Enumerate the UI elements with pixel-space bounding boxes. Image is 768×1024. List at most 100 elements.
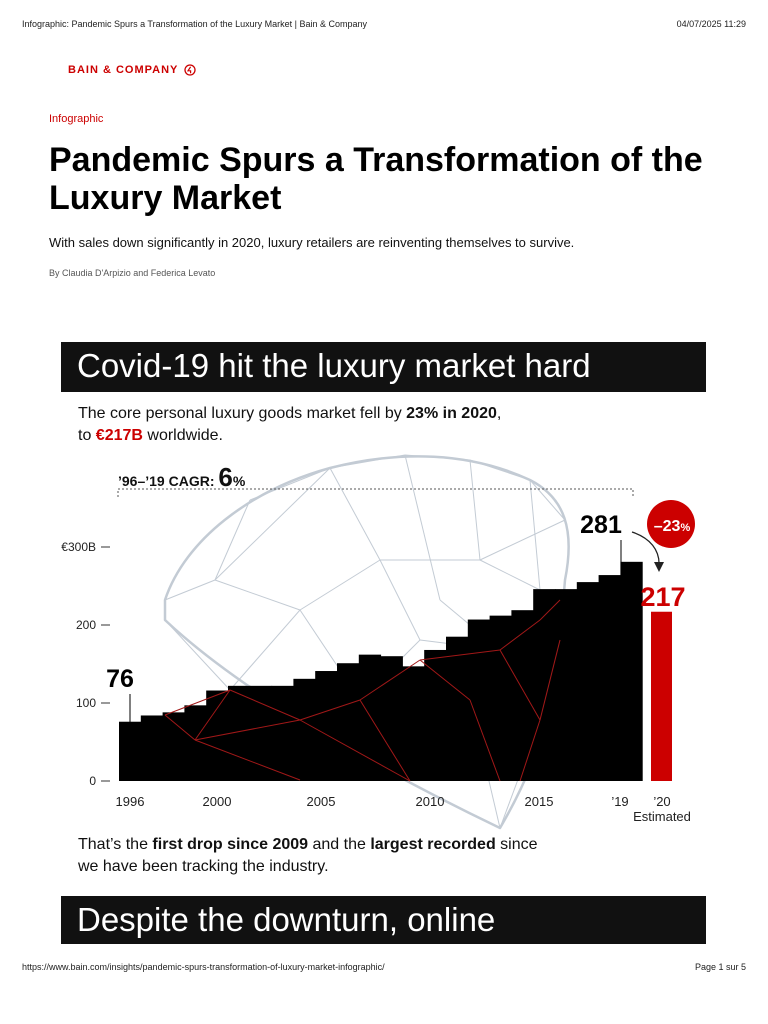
label-end-value: 217	[640, 582, 685, 612]
diamond-facet-6	[529, 479, 566, 521]
bar-2018	[598, 575, 621, 781]
diamond-facet-3	[329, 454, 406, 469]
bar-2005	[315, 671, 338, 781]
caption-text-3: since	[495, 836, 538, 853]
chart-bars	[119, 561, 672, 781]
cagr-value: 6	[218, 462, 232, 492]
bar-2008	[380, 656, 403, 781]
bar-2014	[511, 610, 534, 781]
diamond-red-facet-7	[194, 719, 301, 741]
bar-2003	[271, 685, 294, 781]
diamond-facet-1	[214, 499, 251, 581]
chart-caption: That’s the first drop since 2009 and the…	[78, 834, 698, 878]
label-start-value: 76	[106, 665, 134, 693]
bar-2007	[358, 654, 382, 781]
cagr-bracket	[117, 488, 634, 497]
intro-text-2: ,	[496, 405, 502, 422]
print-footer-url[interactable]: https://www.bain.com/insights/pandemic-s…	[22, 962, 385, 972]
y-tick-label-100: 100	[76, 696, 96, 710]
bar-2001	[228, 685, 251, 781]
diamond-red-facet-6	[539, 599, 561, 621]
diamond-red-facet-8	[194, 739, 301, 781]
change-badge	[647, 500, 695, 548]
diamond-facet-2	[249, 467, 331, 501]
x-tick-label-5: ’19	[611, 794, 628, 809]
diamond-facet-21	[479, 559, 541, 591]
change-badge-suffix: %	[680, 522, 690, 534]
print-header-title: Infographic: Pandemic Spurs a Transforma…	[22, 19, 368, 29]
bar-2019	[620, 561, 643, 781]
y-tick-label-200: 200	[76, 618, 96, 632]
y-tick-label-0: 0	[89, 774, 96, 788]
bar-2011	[446, 636, 469, 781]
diamond-facet-8	[329, 467, 381, 561]
x-tick-label-0: 1996	[116, 794, 145, 809]
caption-text-2: and the	[308, 836, 371, 853]
diamond-red-lines	[164, 599, 561, 782]
bar-1997	[140, 715, 164, 781]
caption-bold-1: first drop since 2009	[152, 836, 309, 853]
bar-1996	[119, 721, 142, 781]
bar-2020	[651, 611, 672, 781]
bar-2004	[293, 678, 316, 781]
y-axis: 0 100 200 €300B	[61, 540, 110, 788]
diamond-facet-0	[164, 579, 216, 601]
chart-annotations: ’96–’19 CAGR: 6% 76 281 –23% 217	[106, 462, 695, 724]
bar-2010	[424, 649, 447, 781]
bar-2015	[533, 589, 556, 781]
diamond-red-facet-5	[499, 619, 541, 651]
bar-1999	[184, 705, 207, 781]
y-tick-label-300: €300B	[61, 540, 96, 554]
diamond-facet-16	[164, 619, 231, 691]
bar-2016	[555, 589, 578, 781]
chart-intro-text: The core personal luxury goods market fe…	[78, 403, 698, 447]
diamond-facet-4	[404, 454, 471, 461]
diamond-red-facet-2	[299, 699, 361, 721]
intro-text-3: to	[78, 427, 96, 444]
diamond-facet-10	[469, 459, 481, 561]
x-tick-label-3: 2010	[416, 794, 445, 809]
diamond-facet-7	[214, 467, 331, 581]
x-tick-label-4: 2015	[525, 794, 554, 809]
diamond-red-facet-10	[359, 699, 411, 782]
banner-text: Covid-19 hit the luxury market hard	[77, 347, 591, 384]
intro-text-4: worldwide.	[142, 427, 223, 444]
print-header-datetime: 04/07/2025 11:29	[676, 19, 746, 29]
diamond-facet-13	[299, 559, 381, 611]
diamond-facet-12	[214, 579, 301, 611]
bar-1998	[162, 712, 185, 781]
cagr-prefix: ’96–’19 CAGR:	[118, 473, 218, 489]
label-peak-value: 281	[580, 511, 622, 539]
caption-text-1: That’s the	[78, 836, 153, 853]
article-category[interactable]: Infographic	[49, 113, 104, 125]
intro-bold-1: 23% in 2020	[406, 405, 497, 422]
diamond-facet-11	[529, 479, 541, 591]
diamond-red-facet-4	[419, 649, 501, 661]
x-tick-label-2: 2005	[307, 794, 336, 809]
diamond-red-facet-11	[419, 659, 471, 701]
bar-2017	[576, 582, 600, 781]
intro-text-1: The core personal luxury goods market fe…	[78, 405, 407, 422]
section-banner-online: Despite the downturn, online	[61, 896, 706, 944]
bar-2002	[249, 685, 273, 781]
diamond-facet-19	[379, 559, 421, 641]
bar-2006	[337, 663, 360, 781]
x-estimated-note: Estimated	[633, 809, 691, 824]
diamond-facet-17	[229, 609, 301, 691]
x-tick-label-1: 2000	[203, 794, 232, 809]
bain-logo[interactable]: BAIN & COMPANY	[68, 62, 197, 78]
diamond-red-facet-3	[359, 659, 421, 701]
diamond-red-facet-17	[164, 714, 196, 741]
bar-2009	[402, 666, 425, 781]
diamond-facet-5	[469, 459, 531, 481]
diamond-red-facet-13	[499, 649, 541, 721]
page-title: Pandemic Spurs a Transformation of the L…	[49, 141, 703, 217]
diamond-facet-15	[479, 519, 566, 561]
print-footer: https://www.bain.com/insights/pandemic-s…	[22, 962, 746, 976]
cagr-suffix: %	[233, 473, 246, 489]
logo-text: BAIN & COMPANY	[68, 64, 179, 76]
drop-arrow-head-icon	[654, 562, 664, 572]
section-banner-covid: Covid-19 hit the luxury market hard	[61, 342, 706, 392]
